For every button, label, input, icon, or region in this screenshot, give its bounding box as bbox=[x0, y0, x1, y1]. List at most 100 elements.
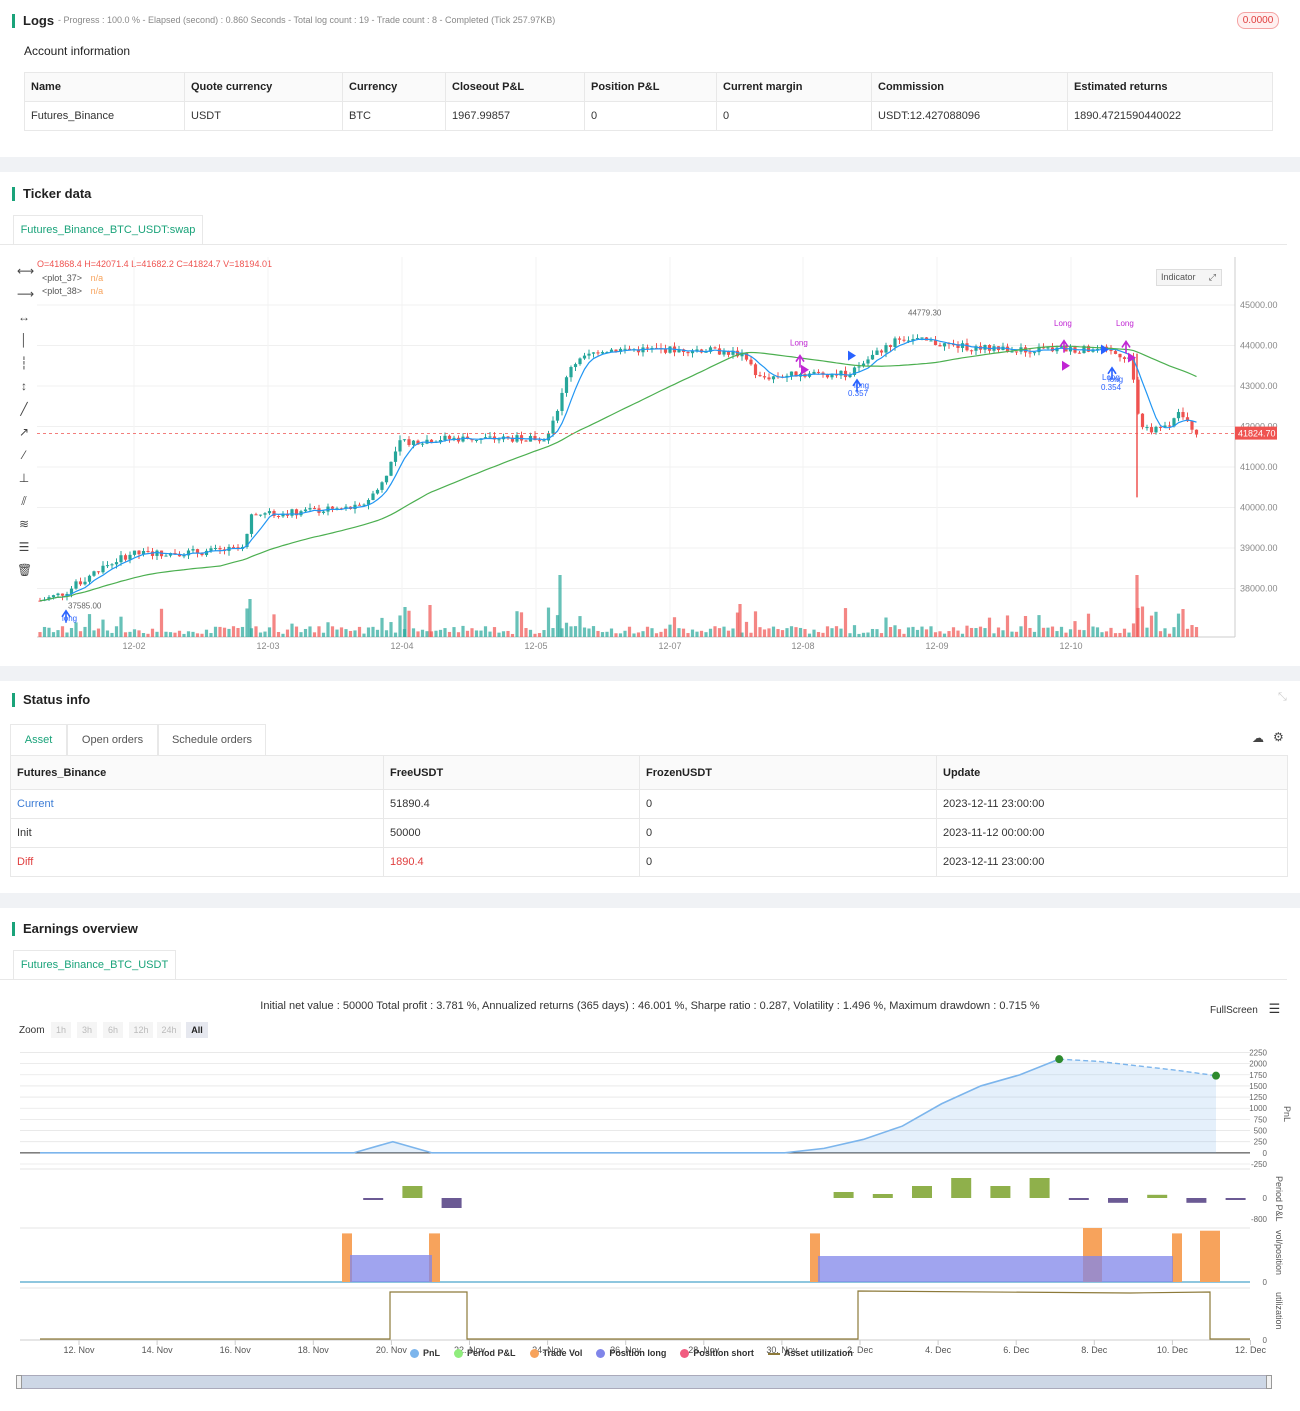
candle-body bbox=[794, 371, 798, 377]
fullscreen-button[interactable]: FullScreen ☰ bbox=[1210, 1001, 1280, 1017]
account-header: Quote currency bbox=[184, 72, 343, 102]
fibonacci-icon[interactable]: ≋ bbox=[18, 517, 30, 531]
trash-icon[interactable]: 🗑 bbox=[17, 563, 33, 577]
ray-line-icon[interactable]: ↗ bbox=[18, 425, 30, 439]
axis-label-pnl: PnL bbox=[1282, 1106, 1292, 1122]
candle-body bbox=[483, 437, 488, 439]
menu-icon[interactable]: ☰ bbox=[1268, 1001, 1281, 1016]
volume-bar bbox=[51, 632, 56, 637]
candle-body bbox=[263, 513, 267, 515]
volume-bar bbox=[731, 628, 735, 637]
zoom-6h[interactable]: 6h bbox=[103, 1022, 123, 1038]
tab-schedule-orders[interactable]: Schedule orders bbox=[158, 724, 266, 755]
x-tick-label: 12. Nov bbox=[63, 1345, 95, 1355]
close-icon[interactable]: ⤡ bbox=[1278, 691, 1287, 703]
candle-body bbox=[506, 436, 510, 438]
zoom-24h[interactable]: 24h bbox=[157, 1022, 181, 1038]
candle-body bbox=[105, 565, 110, 567]
navigator-scrollbar[interactable] bbox=[18, 1375, 1271, 1389]
volume-bar bbox=[501, 631, 506, 637]
volume-bar bbox=[875, 629, 879, 637]
volume-bar bbox=[1131, 623, 1136, 637]
expand-icon[interactable]: ⤢ bbox=[1208, 272, 1216, 282]
horizontal-ray-icon[interactable]: ⟶ bbox=[17, 287, 35, 301]
volume-bar bbox=[479, 630, 483, 637]
zoom-all[interactable]: All bbox=[186, 1022, 208, 1038]
legend-item-pnl[interactable]: PnL bbox=[410, 1348, 440, 1359]
navigator-handle-right[interactable] bbox=[1266, 1375, 1272, 1389]
volume-bar bbox=[105, 630, 110, 637]
legend-label: Asset utilization bbox=[783, 1348, 853, 1358]
trend-line-icon[interactable]: ╱ bbox=[20, 402, 28, 416]
volume-bar bbox=[794, 627, 798, 637]
legend-item-trade-vol[interactable]: Trade Vol bbox=[529, 1348, 582, 1359]
vertical-line-icon[interactable]: │ bbox=[20, 333, 28, 347]
zoom-1h[interactable]: 1h bbox=[51, 1022, 71, 1038]
last-price-label: 41824.70 bbox=[1238, 429, 1276, 439]
volume-bar bbox=[353, 630, 357, 637]
vertical-segment-icon[interactable]: ┆ bbox=[20, 356, 28, 370]
volume-bar bbox=[1163, 628, 1167, 637]
tab-ticker-symbol[interactable]: Futures_Binance_BTC_USDT:swap bbox=[13, 215, 203, 244]
price-line-icon[interactable]: ⊥ bbox=[18, 471, 30, 485]
cloud-download-icon[interactable]: ☁ bbox=[1252, 731, 1264, 745]
legend-item-period-pnl[interactable]: Period P&L bbox=[454, 1348, 516, 1359]
tab-earnings-symbol[interactable]: Futures_Binance_BTC_USDT bbox=[13, 950, 176, 979]
volume-bar bbox=[456, 632, 461, 637]
candle-body bbox=[267, 511, 272, 514]
table-cell: 2023-12-11 23:00:00 bbox=[936, 789, 1288, 819]
candle-body bbox=[407, 439, 411, 445]
price-range-icon[interactable]: ↕ bbox=[21, 379, 27, 393]
candle-body bbox=[605, 351, 609, 353]
volume-bar bbox=[596, 630, 600, 637]
gear-icon[interactable]: ⚙ bbox=[1273, 730, 1284, 744]
zoom-3h[interactable]: 3h bbox=[77, 1022, 97, 1038]
candle-body bbox=[96, 571, 101, 573]
volume-bar bbox=[857, 633, 861, 637]
logs-badge[interactable]: 0.0000 bbox=[1237, 12, 1279, 29]
candle-body bbox=[146, 550, 150, 552]
segment-icon[interactable]: ⁄ bbox=[22, 448, 25, 462]
fib-levels-icon[interactable]: ☰ bbox=[18, 540, 30, 554]
volume-bar bbox=[420, 629, 425, 637]
parallel-channel-icon[interactable]: ⫽ bbox=[21, 494, 27, 508]
pnl-last-marker bbox=[1212, 1071, 1220, 1080]
volume-bar bbox=[326, 622, 330, 637]
plot37-label: <plot_37> bbox=[42, 273, 83, 283]
candle-body bbox=[1172, 418, 1176, 427]
tab-open-orders[interactable]: Open orders bbox=[67, 724, 158, 755]
account-cell: USDT:12.427088096 bbox=[871, 101, 1068, 131]
volume-bar bbox=[65, 632, 69, 637]
volume-bar bbox=[515, 611, 519, 637]
volume-bar bbox=[614, 633, 618, 637]
candle-body bbox=[384, 475, 389, 483]
extended-line-icon[interactable]: ↔ bbox=[18, 310, 30, 324]
candle-body bbox=[816, 371, 821, 373]
asset-header: FreeUSDT bbox=[383, 755, 640, 790]
volume-bar bbox=[938, 631, 942, 637]
axis-label-period-pnl: Period P&L bbox=[1274, 1176, 1284, 1222]
legend-item-position-short[interactable]: Position short bbox=[680, 1348, 754, 1359]
indicator-button[interactable]: Indicator ⤢ bbox=[1156, 269, 1222, 286]
pnl-max-marker bbox=[1055, 1055, 1064, 1064]
candle-body bbox=[753, 364, 758, 376]
volume-bar bbox=[933, 632, 938, 637]
candle-body bbox=[69, 588, 74, 594]
legend-item-position-long[interactable]: Position long bbox=[596, 1348, 666, 1359]
legend-item-asset-utilization[interactable]: Asset utilization bbox=[767, 1348, 853, 1358]
volume-bar bbox=[1010, 631, 1014, 637]
horizontal-line-icon[interactable]: ⟷ bbox=[17, 264, 35, 278]
candle-body bbox=[938, 345, 942, 347]
zoom-12h[interactable]: 12h bbox=[129, 1022, 153, 1038]
volume-bar bbox=[758, 627, 762, 637]
candle-body bbox=[888, 345, 893, 347]
tab-asset[interactable]: Asset bbox=[10, 724, 67, 755]
volume-bar bbox=[60, 626, 65, 637]
candle-body bbox=[1131, 357, 1136, 380]
volume-bar bbox=[560, 628, 564, 637]
candle-body bbox=[119, 555, 123, 563]
volume-bar bbox=[879, 633, 884, 637]
table-cell: 0 bbox=[639, 847, 937, 877]
navigator-handle-left[interactable] bbox=[16, 1375, 22, 1389]
y-tick-label: 42000.00 bbox=[1240, 422, 1278, 432]
